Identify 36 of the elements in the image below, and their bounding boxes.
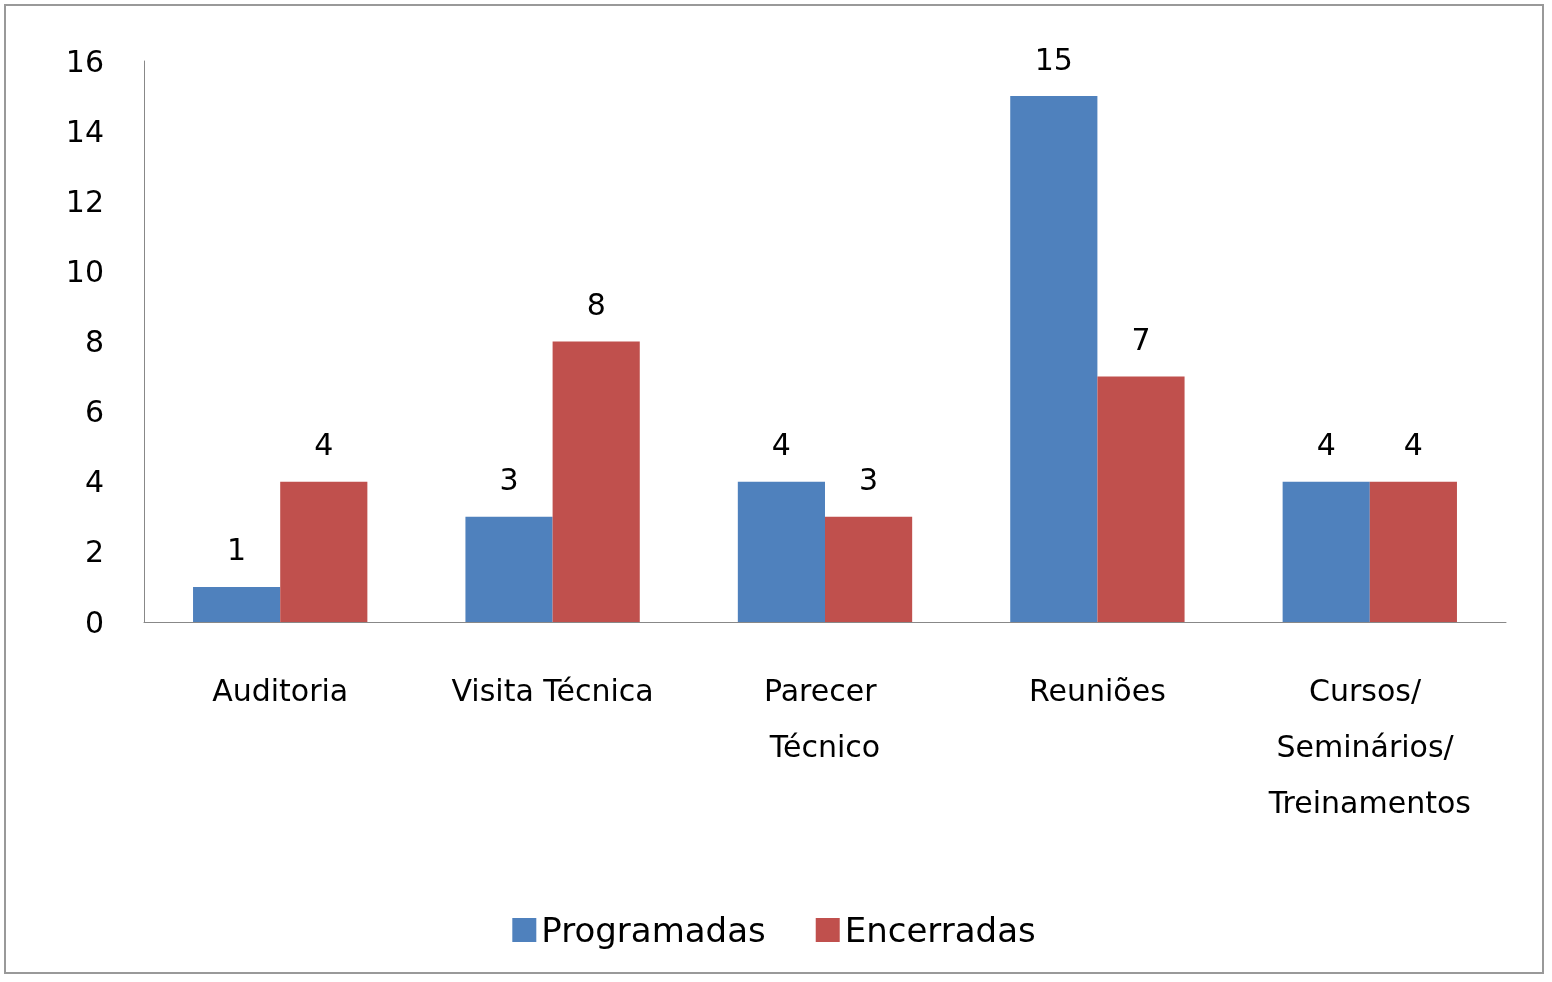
legend-label: Programadas [541, 910, 766, 950]
bar [193, 586, 281, 622]
x-tick-label: Cursos/ Seminários/ Treinamentos [1267, 672, 1471, 820]
y-tick-label: 10 [65, 253, 104, 289]
data-label: 1 [227, 532, 247, 568]
y-tick-label: 2 [84, 534, 104, 570]
y-tick-label: 14 [65, 113, 104, 149]
y-tick-label: 16 [65, 43, 104, 79]
data-label: 15 [1034, 41, 1073, 77]
data-label: 4 [771, 427, 791, 463]
x-tick-label: Visita Técnica [451, 672, 654, 708]
bar [552, 341, 640, 622]
bar [280, 481, 368, 622]
bar [1097, 376, 1185, 622]
x-tick-label: Reuniões [1029, 672, 1166, 708]
y-tick-label: 6 [84, 394, 104, 430]
legend-label: Encerradas [844, 910, 1036, 950]
bar [1010, 96, 1098, 622]
x-tick-label: Parecer Técnico [763, 672, 887, 764]
y-tick-label: 4 [84, 464, 104, 500]
data-label: 4 [1403, 427, 1423, 463]
bar [825, 516, 913, 622]
data-label: 8 [586, 287, 606, 322]
data-label: 7 [1131, 322, 1151, 358]
data-label: 4 [1316, 427, 1336, 463]
bar [1282, 481, 1370, 622]
bar [465, 516, 553, 622]
data-label: 4 [314, 427, 334, 463]
y-tick-label: 8 [84, 324, 104, 359]
y-tick-label: 12 [65, 183, 104, 219]
data-label: 3 [499, 462, 519, 498]
y-tick-label: 0 [84, 604, 104, 640]
data-label: 3 [859, 462, 879, 498]
bar [1369, 481, 1457, 622]
bar [737, 481, 825, 622]
x-tick-label: Auditoria [212, 672, 349, 708]
